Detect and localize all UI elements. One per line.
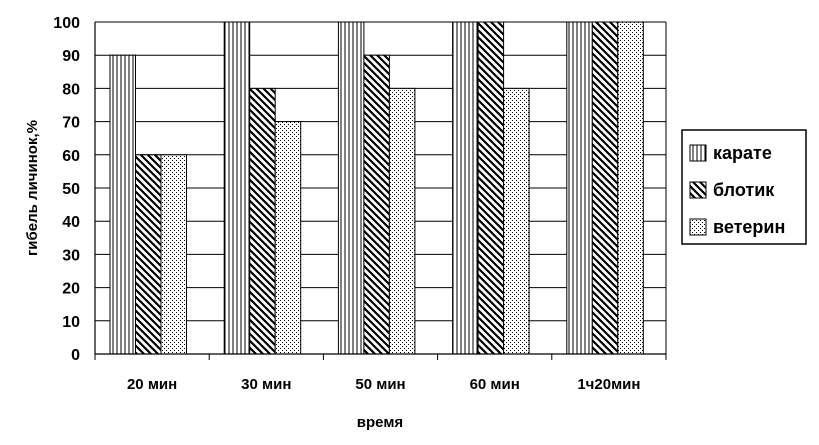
y-tick-label: 10 [62, 314, 80, 331]
x-tick-label: 60 мин [470, 376, 520, 393]
y-tick-label: 80 [62, 81, 80, 98]
y-tick-label: 30 [62, 247, 80, 264]
y-tick-label: 100 [53, 15, 80, 32]
bar-dots [617, 21, 644, 355]
bar-diagonal-lines [135, 154, 162, 355]
x-tick-label: 20 мин [127, 376, 177, 393]
x-tick-label: 50 мин [355, 376, 405, 393]
legend-label: карате [713, 143, 772, 163]
bar-dots [503, 87, 530, 355]
bar-dots [274, 121, 302, 355]
x-tick-label: 30 мин [241, 376, 291, 393]
bar-vertical-lines [452, 21, 479, 355]
legend: карате блотик ветерин [681, 129, 807, 245]
legend-swatch-vertical-lines [689, 144, 707, 162]
axes [94, 22, 667, 360]
bar-dots [160, 154, 187, 355]
bar-vertical-lines [566, 21, 593, 355]
y-tick-label: 70 [62, 115, 80, 132]
bar-diagonal-lines [249, 87, 276, 355]
y-axis-title: гибель личинок,% [24, 120, 41, 256]
bar-diagonal-lines [477, 21, 505, 355]
x-ticks: 20 мин 30 мин 50 мин 60 мин 1ч20мин [127, 376, 640, 393]
y-tick-label: 90 [62, 48, 80, 65]
legend-label: ветерин [713, 217, 785, 237]
bar-diagonal-lines [363, 54, 390, 355]
y-tick-label: 40 [62, 214, 80, 231]
legend-swatch-dots [689, 218, 707, 236]
bar-dots [388, 87, 416, 355]
bar-vertical-lines [223, 21, 251, 355]
y-tick-label: 50 [62, 181, 80, 198]
legend-swatch-diagonal-lines [689, 181, 707, 199]
bar-vertical-lines [109, 54, 136, 355]
y-tick-label: 0 [71, 347, 80, 364]
bar-diagonal-lines [591, 21, 619, 355]
bars [109, 21, 644, 355]
x-tick-label: 1ч20мин [577, 376, 640, 393]
legend-label: блотик [713, 180, 775, 200]
y-tick-label: 60 [62, 148, 80, 165]
x-axis-title: время [357, 414, 403, 431]
y-ticks: 0 10 20 30 40 50 60 70 80 90 100 [53, 15, 80, 364]
bar-vertical-lines [337, 21, 365, 355]
y-tick-label: 20 [62, 281, 80, 298]
